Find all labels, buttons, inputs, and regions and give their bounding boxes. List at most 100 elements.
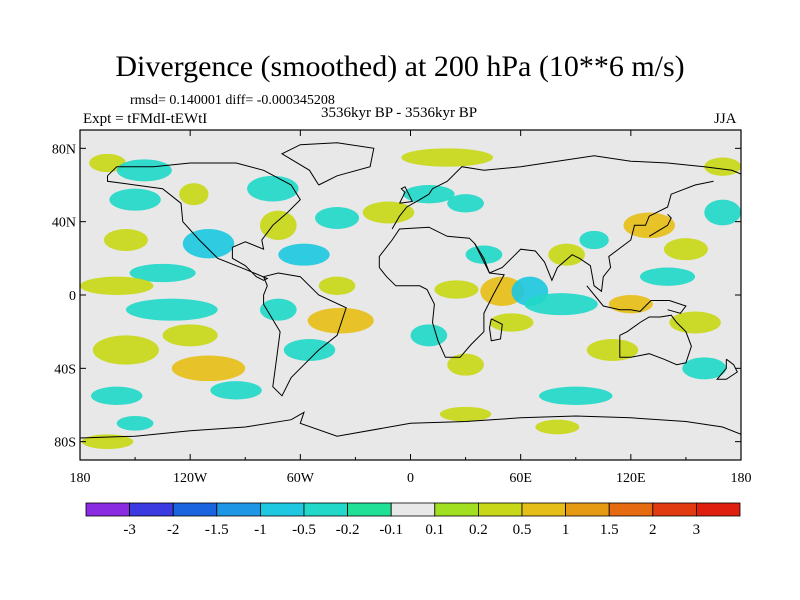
anomaly-region-0 — [89, 153, 126, 173]
colorbar-label-10: 1 — [562, 522, 570, 538]
anomaly-region-20 — [259, 298, 297, 321]
anomaly-region-36 — [623, 212, 675, 239]
colorbar-box-6 — [347, 502, 392, 517]
anomaly-region-4 — [182, 229, 235, 259]
colorbar-box-14 — [696, 502, 741, 517]
anomaly-region-21 — [283, 339, 336, 361]
y-axis-ticks: 80N 40N 0 40S 80S — [52, 142, 741, 451]
colorbar-box-5 — [303, 502, 348, 517]
anomaly-region-31 — [489, 313, 534, 332]
colorbar-box-9 — [477, 502, 523, 517]
anomaly-region-44 — [704, 199, 741, 226]
colorbar-box-1 — [129, 502, 174, 517]
x-tick-label-1: 120W — [173, 471, 208, 486]
colorbar-box-2 — [172, 502, 218, 517]
anomaly-region-8 — [125, 298, 218, 321]
anomaly-region-24 — [447, 194, 484, 213]
x-axis-ticks: 180 120W 60W 0 60E 120E 180 — [70, 130, 752, 486]
anomaly-region-22 — [362, 201, 415, 224]
anomaly-region-5 — [129, 263, 196, 283]
colorbar-box-0 — [85, 502, 130, 517]
anomaly-region-26 — [465, 245, 503, 264]
colorbar-label-13: 3 — [693, 522, 701, 538]
coastline-10 — [716, 358, 738, 380]
map-background — [80, 130, 741, 460]
anomaly-region-17 — [278, 243, 330, 266]
x-tick-label-0: 180 — [70, 471, 91, 486]
colorbar-label-0: -3 — [123, 522, 136, 538]
coastline-4 — [378, 226, 505, 358]
anomaly-region-12 — [210, 381, 262, 400]
period-label: 3536kyr BP - 3536kyr BP — [321, 105, 478, 121]
anomaly-region-19 — [307, 307, 374, 334]
coastline-11 — [399, 186, 414, 204]
anomaly-region-37 — [663, 238, 708, 261]
colorbar-box-11 — [565, 502, 610, 517]
anomaly-region-33 — [447, 353, 484, 376]
colorbar-box-12 — [608, 502, 654, 517]
anomaly-region-6 — [103, 229, 148, 251]
anomaly-region-18 — [318, 276, 356, 296]
x-tick-label-2: 60W — [287, 471, 315, 486]
colorbar-label-1: -2 — [167, 522, 180, 538]
colorbar-label-12: 2 — [649, 522, 657, 538]
rmsd-diff-stats: rmsd= 0.140001 diff= -0.000345208 — [130, 93, 335, 108]
anomaly-region-3 — [179, 183, 209, 206]
x-tick-label-5: 120E — [616, 471, 646, 486]
anomaly-region-38 — [640, 267, 696, 286]
anomaly-region-27 — [434, 280, 479, 299]
anomaly-region-35 — [579, 230, 609, 250]
coastline-7 — [586, 285, 687, 314]
colorbar-box-3 — [216, 502, 261, 517]
y-tick-label-4: 80S — [54, 436, 76, 451]
coastline-3 — [391, 155, 741, 230]
anomaly-regions — [80, 148, 741, 449]
anomaly-region-48 — [535, 419, 580, 435]
colorbar-label-3: -1 — [254, 522, 267, 538]
colorbar-label-5: -0.2 — [336, 522, 360, 538]
colorbar-label-11: 1.5 — [600, 522, 619, 538]
anomaly-region-34 — [548, 243, 585, 266]
anomaly-region-30 — [524, 293, 598, 316]
coastline-12 — [488, 318, 503, 342]
anomaly-region-41 — [586, 339, 639, 361]
anomaly-region-32 — [410, 324, 448, 347]
x-tick-label-6: 180 — [731, 471, 752, 486]
anomaly-region-15 — [259, 210, 297, 240]
coastline-6 — [619, 314, 692, 366]
experiment-label: Expt = tFMdI-tEWtI — [83, 111, 208, 127]
anomaly-region-16 — [315, 207, 360, 229]
anomaly-region-9 — [92, 335, 159, 365]
y-tick-label-0: 80N — [52, 142, 76, 157]
anomaly-region-13 — [91, 386, 143, 406]
y-tick-label-2: 0 — [69, 289, 76, 304]
anomaly-region-25 — [401, 148, 494, 167]
anomaly-region-7 — [80, 276, 154, 296]
colorbar-label-9: 0.5 — [513, 522, 532, 538]
colorbar-label-2: -1.5 — [205, 522, 229, 538]
coastline-1 — [263, 272, 347, 397]
colorbar-box-13 — [652, 502, 697, 517]
coastline-9 — [80, 411, 741, 439]
anomaly-region-10 — [162, 324, 218, 347]
anomaly-region-42 — [682, 357, 727, 380]
coastline-0 — [107, 162, 301, 281]
colorbar-label-4: -0.5 — [292, 522, 316, 538]
colorbar-box-10 — [521, 502, 566, 517]
y-tick-label-1: 40N — [52, 216, 76, 231]
season-label: JJA — [714, 111, 737, 127]
coastline-5 — [474, 180, 714, 293]
colorbar-box-4 — [259, 502, 305, 517]
anomaly-region-1 — [116, 159, 172, 182]
anomaly-region-49 — [116, 416, 154, 431]
colorbar-box-7 — [390, 502, 436, 517]
coastline-2 — [280, 142, 375, 186]
anomaly-region-11 — [171, 355, 246, 382]
colorbar-label-8: 0.2 — [469, 522, 488, 538]
chart-title: Divergence (smoothed) at 200 hPa (10**6 … — [115, 50, 685, 83]
x-tick-label-4: 60E — [509, 471, 532, 486]
anomaly-region-39 — [608, 295, 653, 314]
colorbar-box-8 — [434, 502, 479, 517]
anomaly-region-43 — [704, 157, 741, 176]
